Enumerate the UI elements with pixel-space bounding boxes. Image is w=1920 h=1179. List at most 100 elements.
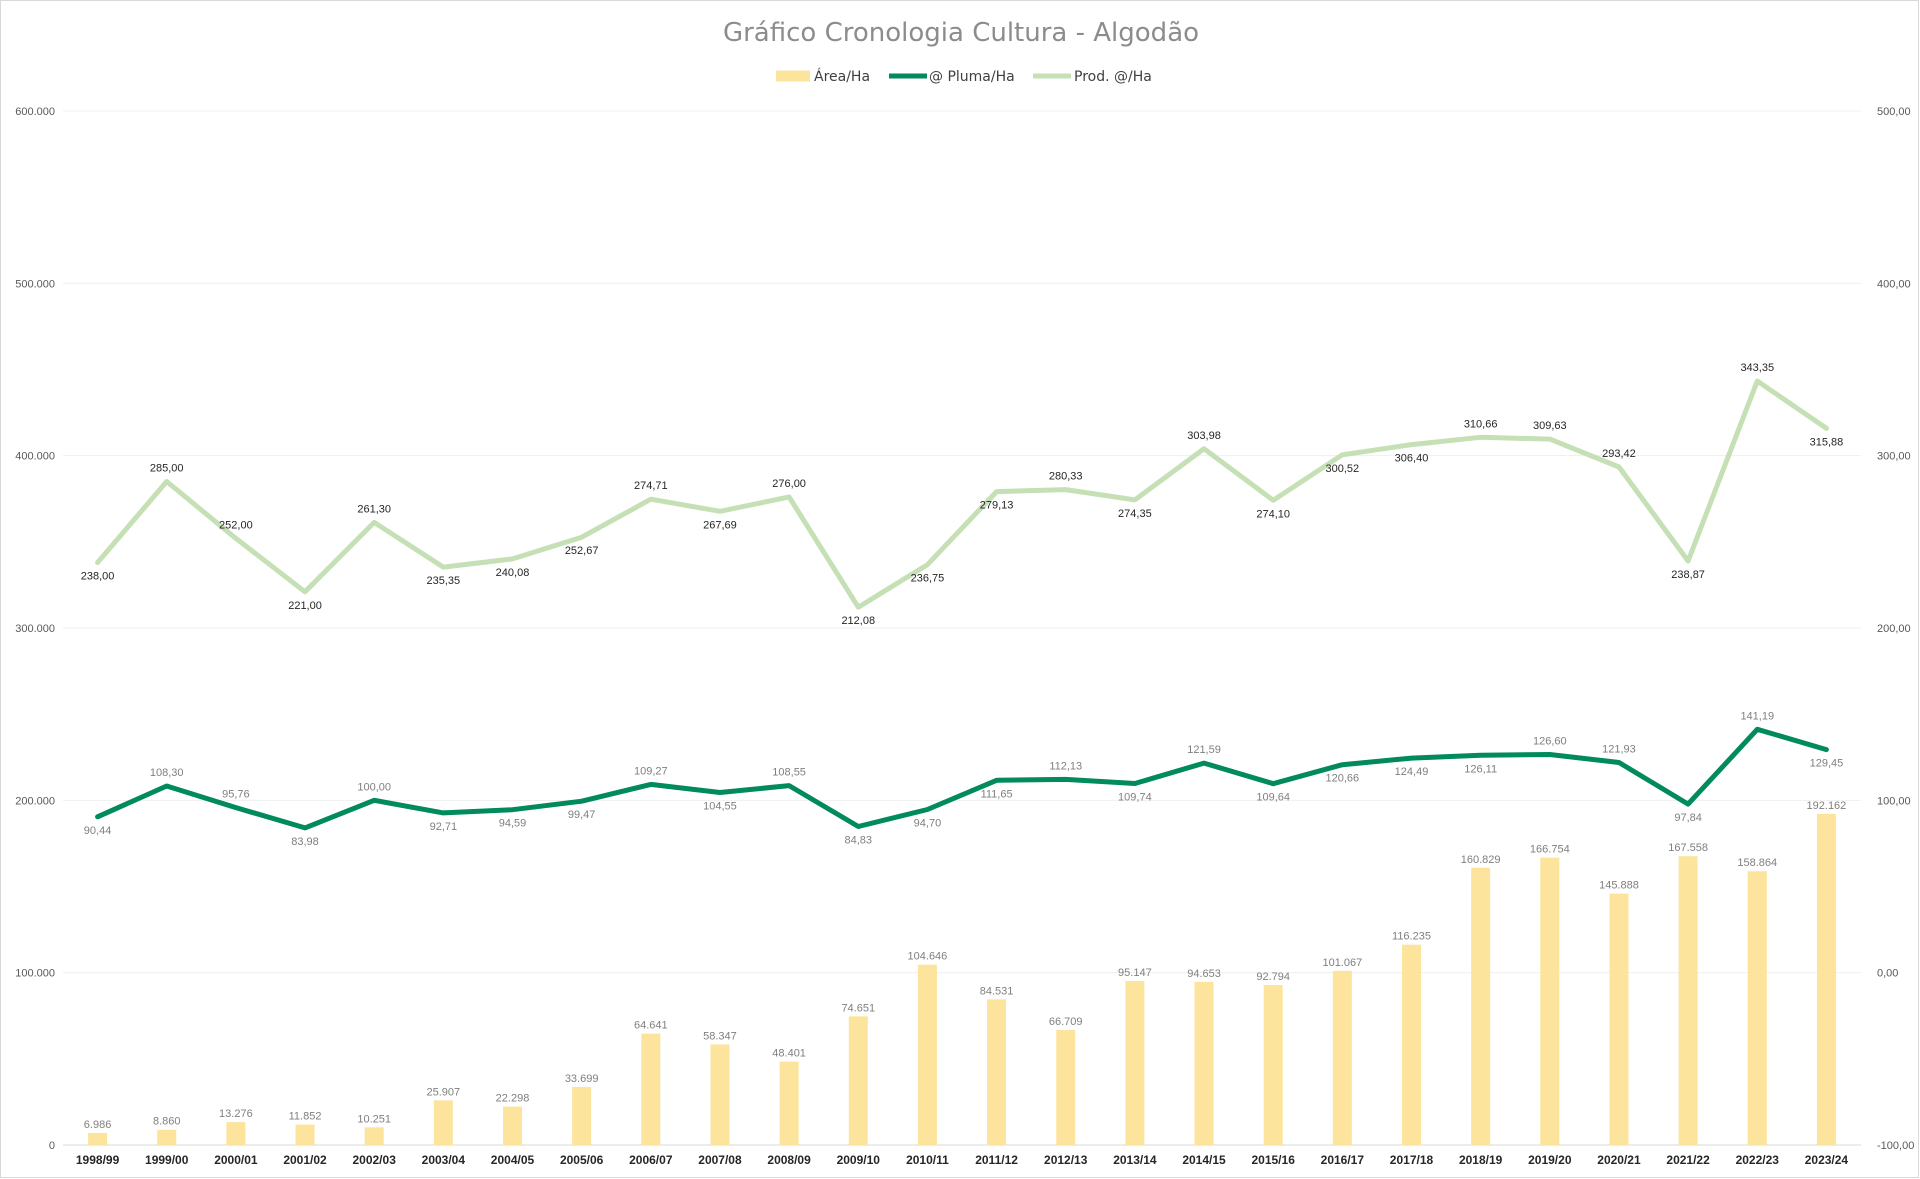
area-bar-2011/12 bbox=[987, 999, 1007, 1145]
prod-label-2002/03: 261,30 bbox=[357, 503, 391, 515]
area-label-2022/23: 158.864 bbox=[1737, 857, 1777, 869]
pluma-label-2023/24: 129,45 bbox=[1810, 758, 1844, 770]
area-bar-2009/10 bbox=[848, 1016, 868, 1145]
right-tick-2: 100,00 bbox=[1877, 795, 1911, 807]
category-label-2022/23: 2022/23 bbox=[1736, 1153, 1780, 1167]
area-label-2013/14: 95.147 bbox=[1118, 967, 1152, 979]
pluma-label-2008/09: 108,55 bbox=[772, 767, 806, 779]
area-bar-2017/18 bbox=[1402, 944, 1421, 1145]
category-label-2011/12: 2011/12 bbox=[975, 1153, 1018, 1167]
category-label-2009/10: 2009/10 bbox=[837, 1153, 881, 1167]
area-label-2010/11: 104.646 bbox=[908, 951, 948, 963]
area-label-2003/04: 25.907 bbox=[427, 1086, 461, 1098]
category-label-2021/22: 2021/22 bbox=[1666, 1153, 1710, 1167]
pluma-label-2011/12: 111,65 bbox=[981, 788, 1013, 800]
area-bar-2013/14 bbox=[1125, 981, 1145, 1145]
area-bar-2014/15 bbox=[1194, 981, 1214, 1145]
area-bar-2021/22 bbox=[1678, 856, 1698, 1145]
pluma-label-2010/11: 94,70 bbox=[914, 817, 942, 829]
category-label-2014/15: 2014/15 bbox=[1182, 1153, 1226, 1167]
pluma-label-2016/17: 120,66 bbox=[1326, 773, 1360, 785]
category-label-2001/02: 2001/02 bbox=[283, 1153, 327, 1167]
category-label-1998/99: 1998/99 bbox=[76, 1153, 120, 1167]
left-tick-0: 0 bbox=[49, 1140, 55, 1152]
series-line-labels: 238,00 285,00 252,00 221,00 261,30 235,35 240,… bbox=[81, 362, 1844, 848]
category-axis: 1998/99 1999/00 2000/01 2001/02 2002/03 2003/… bbox=[76, 1153, 1849, 1167]
prod-label-2021/22: 238,87 bbox=[1671, 569, 1705, 581]
category-label-2010/11: 2010/11 bbox=[906, 1153, 949, 1167]
category-label-2008/09: 2008/09 bbox=[767, 1153, 811, 1167]
left-axis: 0 100.000 200.000 300.000 400.000 500.000 600.… bbox=[15, 106, 55, 1152]
category-label-2015/16: 2015/16 bbox=[1251, 1153, 1295, 1167]
area-label-2014/15: 94.653 bbox=[1187, 968, 1221, 980]
prod-label-2011/12: 279,13 bbox=[980, 500, 1014, 512]
area-bar-2022/23 bbox=[1747, 871, 1767, 1145]
category-label-1999/00: 1999/00 bbox=[145, 1153, 189, 1167]
chart-title: Gráfico Cronologia Cultura - Algodão bbox=[723, 18, 1199, 48]
area-label-2006/07: 64.641 bbox=[634, 1020, 668, 1032]
area-label-2019/20: 166.754 bbox=[1530, 844, 1570, 856]
area-label-2001/02: 11.852 bbox=[289, 1111, 322, 1123]
left-tick-5: 500.000 bbox=[15, 278, 55, 290]
prod-label-2019/20: 309,63 bbox=[1533, 420, 1567, 432]
area-label-2005/06: 33.699 bbox=[565, 1073, 599, 1085]
area-bar-2016/17 bbox=[1332, 970, 1352, 1145]
category-label-2019/20: 2019/20 bbox=[1528, 1153, 1572, 1167]
pluma-label-2006/07: 109,27 bbox=[634, 765, 668, 777]
prod-label-2006/07: 274,71 bbox=[634, 480, 668, 492]
pluma-label-1998/99: 90,44 bbox=[84, 825, 112, 837]
pluma-label-2012/13: 112,13 bbox=[1049, 760, 1082, 772]
legend-label-2: Prod. @/Ha bbox=[1074, 69, 1152, 85]
category-label-2018/19: 2018/19 bbox=[1459, 1153, 1503, 1167]
area-bar-2020/21 bbox=[1609, 893, 1629, 1145]
area-bar-2005/06 bbox=[572, 1086, 592, 1145]
category-label-2023/24: 2023/24 bbox=[1805, 1153, 1849, 1167]
area-bar-2012/13 bbox=[1056, 1030, 1076, 1145]
prod-line bbox=[95, 378, 1829, 610]
area-bar-2015/16 bbox=[1263, 985, 1283, 1145]
area-label-2016/17: 101.067 bbox=[1322, 957, 1362, 969]
area-bar-2007/08 bbox=[710, 1044, 730, 1145]
prod-label-2000/01: 252,00 bbox=[219, 519, 253, 531]
left-tick-4: 400.000 bbox=[15, 451, 55, 463]
pluma-label-2018/19: 126,11 bbox=[1464, 763, 1497, 775]
area-label-2004/05: 22.298 bbox=[496, 1093, 530, 1105]
prod-label-2017/18: 306,40 bbox=[1395, 453, 1429, 465]
pluma-label-2003/04: 92,71 bbox=[430, 821, 458, 833]
area-label-2012/13: 66.709 bbox=[1049, 1016, 1083, 1028]
pluma-line bbox=[95, 726, 1829, 831]
area-bar-2003/04 bbox=[433, 1100, 453, 1145]
area-label-2023/24: 192.162 bbox=[1807, 800, 1847, 812]
area-label-2017/18: 116.235 bbox=[1392, 931, 1431, 943]
area-label-2008/09: 48.401 bbox=[772, 1048, 806, 1060]
category-label-2007/08: 2007/08 bbox=[698, 1153, 742, 1167]
prod-label-2018/19: 310,66 bbox=[1464, 418, 1498, 430]
prod-label-2009/10: 212,08 bbox=[841, 615, 875, 627]
prod-label-2003/04: 235,35 bbox=[427, 575, 461, 587]
pluma-label-2020/21: 121,93 bbox=[1602, 744, 1636, 756]
category-label-2006/07: 2006/07 bbox=[629, 1153, 673, 1167]
prod-label-2004/05: 240,08 bbox=[496, 567, 530, 579]
area-label-2002/03: 10.251 bbox=[357, 1113, 391, 1125]
right-tick-3: 200,00 bbox=[1877, 623, 1911, 635]
prod-label-2005/06: 252,67 bbox=[565, 545, 599, 557]
right-tick-1: 0,00 bbox=[1877, 968, 1898, 980]
right-tick-4: 300,00 bbox=[1877, 451, 1911, 463]
right-tick-5: 400,00 bbox=[1877, 278, 1911, 290]
category-label-2020/21: 2020/21 bbox=[1597, 1153, 1641, 1167]
area-label-2021/22: 167.558 bbox=[1668, 842, 1708, 854]
area-bar-2001/02 bbox=[295, 1124, 315, 1145]
area-bars bbox=[88, 813, 1836, 1145]
left-tick-3: 300.000 bbox=[15, 623, 55, 635]
area-bar-2006/07 bbox=[641, 1033, 661, 1145]
prod-label-2020/21: 293,42 bbox=[1602, 448, 1636, 460]
pluma-label-2000/01: 95,76 bbox=[222, 789, 250, 801]
category-label-2012/13: 2012/13 bbox=[1044, 1153, 1088, 1167]
area-bar-2000/01 bbox=[226, 1122, 246, 1145]
category-label-2013/14: 2013/14 bbox=[1113, 1153, 1157, 1167]
legend-label-1: @ Pluma/Ha bbox=[929, 69, 1015, 85]
prod-label-1998/99: 238,00 bbox=[81, 571, 115, 583]
area-label-2020/21: 145.888 bbox=[1599, 880, 1639, 892]
prod-label-2001/02: 221,00 bbox=[288, 600, 322, 612]
area-bar-2002/03 bbox=[364, 1127, 384, 1145]
